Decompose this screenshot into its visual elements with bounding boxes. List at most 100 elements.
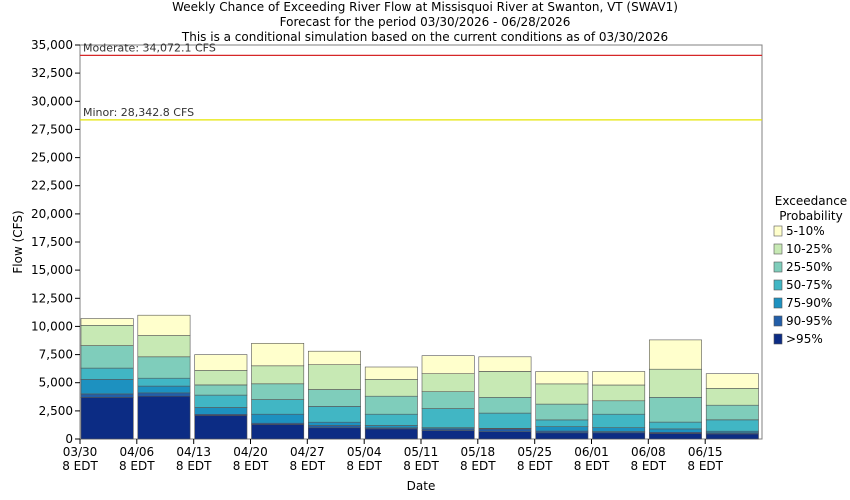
x-tick-label-date-4: 04/20 <box>233 445 268 459</box>
x-tick-label-time-9: 8 EDT <box>517 459 553 473</box>
bar-segment-3-series-4 <box>194 394 248 408</box>
bar-segment-5-series-3 <box>307 421 361 426</box>
bar-segment-1-series-5 <box>80 345 134 369</box>
plot-area <box>79 44 763 440</box>
bar-segment-7-series-6 <box>421 373 475 393</box>
bar-segment-9-series-3 <box>535 426 589 432</box>
bar-segment-1-series-2 <box>80 393 134 398</box>
legend-swatch-7 <box>773 333 783 345</box>
legend-swatch-2 <box>773 243 783 255</box>
bar-segment-10-series-6 <box>592 384 646 402</box>
bar-segment-9-series-6 <box>535 383 589 405</box>
bar-segment-3-series-6 <box>194 369 248 386</box>
bar-segment-5-series-7 <box>307 350 361 366</box>
bar-segment-12-series-6 <box>705 387 759 406</box>
bar-segment-11-series-3 <box>648 428 702 433</box>
bar-segment-8-series-4 <box>478 412 532 429</box>
legend-title-line2: Probability <box>779 209 842 223</box>
threshold-label-2: Minor: 28,342.8 CFS <box>83 106 194 119</box>
bar-segment-8-series-7 <box>478 356 532 372</box>
bar-segment-10-series-3 <box>592 427 646 432</box>
x-tick-label-date-2: 04/06 <box>120 445 155 459</box>
y-tick-label-12: 30,000 <box>31 94 73 108</box>
bar-segment-12-series-1 <box>705 433 759 440</box>
y-axis: 0 2,500 5,000 7,500 10,000 12,500 15,000 17,500… <box>31 38 80 446</box>
bar-segment-2-series-5 <box>137 356 191 379</box>
x-tick-label-time-2: 8 EDT <box>119 459 155 473</box>
bar-segment-11-series-7 <box>648 339 702 370</box>
bar-segment-4-series-6 <box>251 365 305 385</box>
x-tick-label-time-3: 8 EDT <box>176 459 212 473</box>
bar-segment-9-series-7 <box>535 371 589 385</box>
bar-segment-7-series-5 <box>421 391 475 409</box>
bar-segment-4-series-7 <box>251 342 305 367</box>
bar-segment-9-series-4 <box>535 419 589 427</box>
x-tick-label-date-3: 04/13 <box>176 445 211 459</box>
bar-stacks <box>80 314 759 440</box>
y-tick-label-1: 2,500 <box>39 404 73 418</box>
x-tick-label-date-6: 05/04 <box>347 445 382 459</box>
bar-segment-1-series-3 <box>80 378 134 395</box>
threshold-label-1: Moderate: 34,072.1 CFS <box>83 41 216 54</box>
legend-title-line1: Exceedance <box>775 194 847 208</box>
bar-segment-1-series-7 <box>80 318 134 326</box>
bar-segment-10-series-4 <box>592 413 646 429</box>
bar-segment-3-series-5 <box>194 384 248 396</box>
bar-segment-6-series-7 <box>364 366 418 380</box>
bar-segment-10-series-1 <box>592 432 646 440</box>
bar-segment-6-series-5 <box>364 395 418 415</box>
bar-segment-5-series-5 <box>307 389 361 407</box>
bar-segment-10-series-7 <box>592 371 646 386</box>
bar-segment-7-series-7 <box>421 355 475 375</box>
bar-segment-5-series-2 <box>307 425 361 429</box>
y-tick-label-10: 25,000 <box>31 151 73 165</box>
x-tick-label-time-5: 8 EDT <box>289 459 325 473</box>
bar-segment-11-series-5 <box>648 396 702 423</box>
x-tick-label-time-7: 8 EDT <box>403 459 439 473</box>
y-tick-label-6: 15,000 <box>31 263 73 277</box>
legend-swatch-4 <box>773 279 783 291</box>
bar-segment-8-series-1 <box>478 431 532 440</box>
x-tick-label-time-12: 8 EDT <box>687 459 723 473</box>
y-tick-label-13: 32,500 <box>31 66 73 80</box>
bar-segment-11-series-4 <box>648 421 702 430</box>
y-axis-label: Flow (CFS) <box>11 210 25 273</box>
bar-segment-5-series-6 <box>307 364 361 390</box>
bar-segment-1-series-1 <box>80 396 134 440</box>
y-tick-label-11: 27,500 <box>31 122 73 136</box>
x-tick-label-date-11: 06/08 <box>631 445 666 459</box>
legend-swatch-5 <box>773 297 783 309</box>
bar-segment-2-series-1 <box>137 395 191 440</box>
bar-segment-1-series-4 <box>80 367 134 380</box>
x-tick-label-time-1: 8 EDT <box>62 459 98 473</box>
y-tick-label-14: 35,000 <box>31 38 73 52</box>
y-tick-label-8: 20,000 <box>31 207 73 221</box>
bar-segment-2-series-2 <box>137 392 191 397</box>
bar-segment-12-series-5 <box>705 404 759 421</box>
bar-segment-8-series-2 <box>478 428 532 432</box>
y-tick-label-9: 22,500 <box>31 179 73 193</box>
y-tick-label-3: 7,500 <box>39 348 73 362</box>
bar-segment-4-series-1 <box>251 424 305 440</box>
y-tick-label-5: 12,500 <box>31 291 73 305</box>
bar-segment-3-series-7 <box>194 354 248 371</box>
bar-segment-5-series-4 <box>307 406 361 423</box>
x-tick-label-time-8: 8 EDT <box>460 459 496 473</box>
x-tick-label-time-6: 8 EDT <box>346 459 382 473</box>
bar-segment-2-series-6 <box>137 335 191 358</box>
x-tick-label-date-5: 04/27 <box>290 445 325 459</box>
legend-label-4: 50-75% <box>786 278 832 292</box>
legend-label-3: 25-50% <box>786 260 832 274</box>
bar-segment-7-series-1 <box>421 430 475 440</box>
bar-segment-2-series-7 <box>137 314 191 336</box>
bar-segment-4-series-5 <box>251 383 305 400</box>
chart-titles: Weekly Chance of Exceeding River Flow at… <box>0 0 850 45</box>
x-tick-label-date-8: 05/18 <box>461 445 496 459</box>
bar-segment-9-series-5 <box>535 403 589 421</box>
x-tick-label-date-9: 05/25 <box>517 445 552 459</box>
x-tick-label-date-10: 06/01 <box>574 445 609 459</box>
bar-segment-4-series-3 <box>251 413 305 424</box>
bar-segment-1-series-6 <box>80 324 134 346</box>
